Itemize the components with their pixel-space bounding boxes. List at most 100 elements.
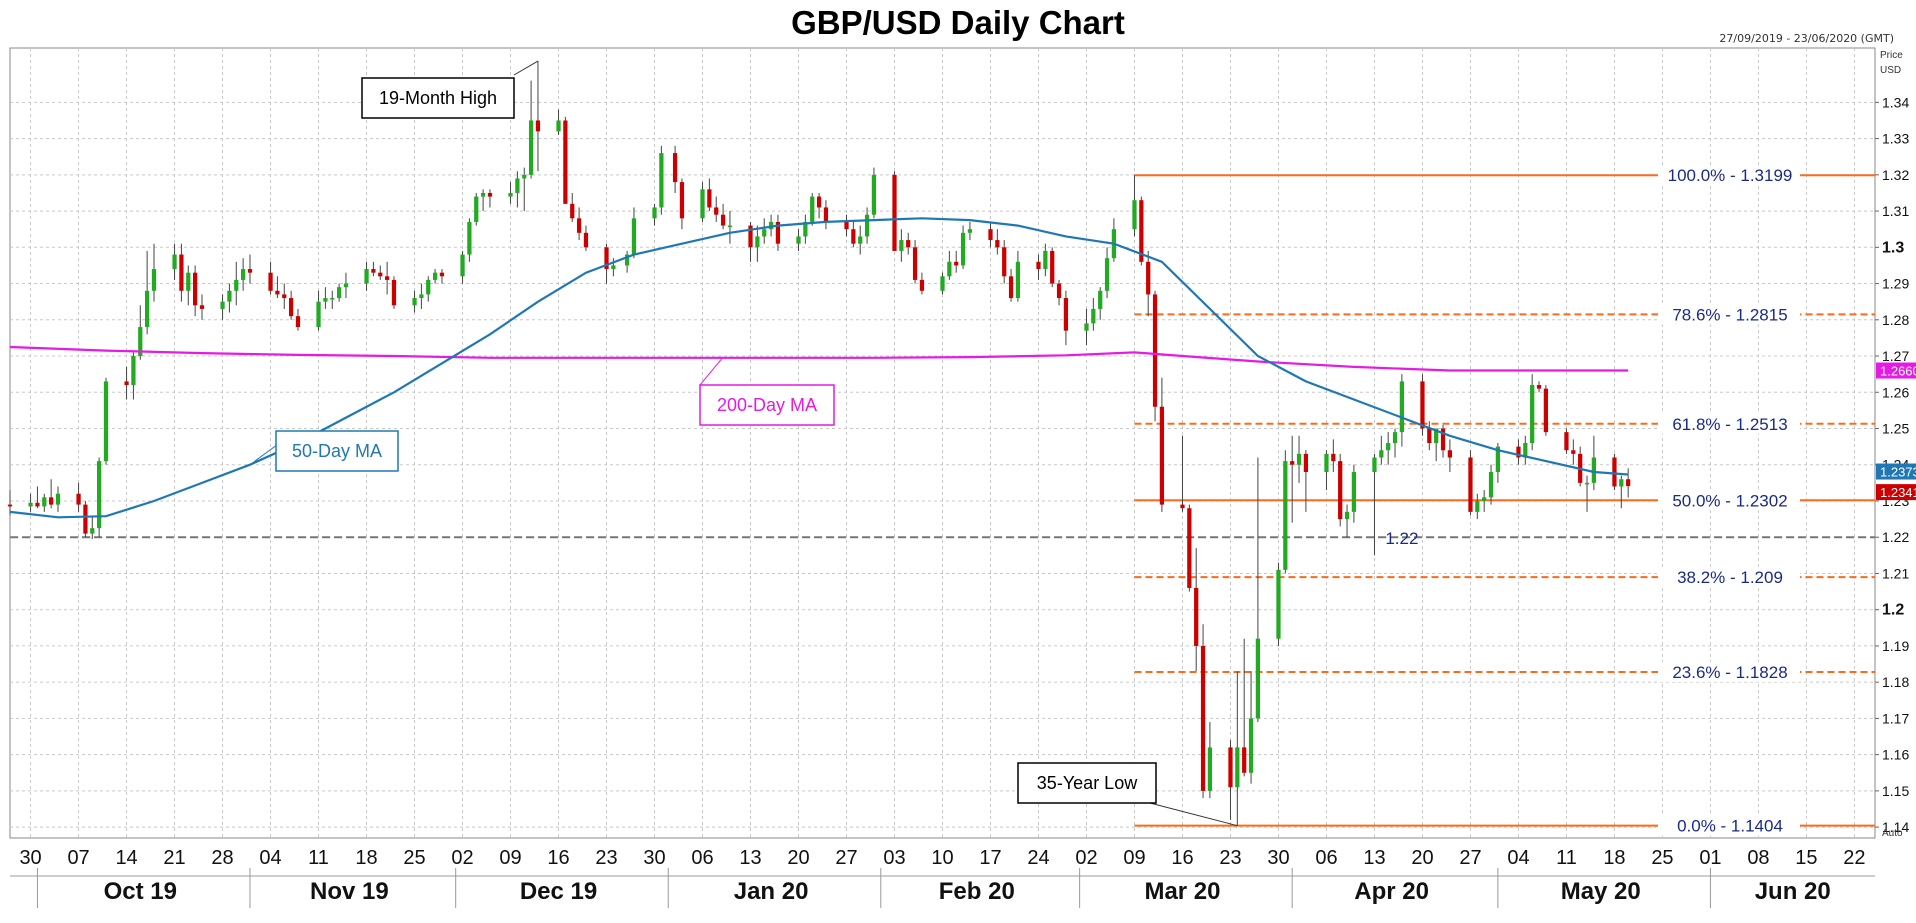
x-tick-label: 15 [1795, 847, 1817, 869]
candle-body [83, 504, 88, 534]
fib-level-label: 38.2% - 1.209 [1677, 568, 1783, 587]
candle-body [522, 174, 527, 179]
x-tick-label: 13 [739, 847, 761, 869]
candle-body [1495, 446, 1501, 472]
price-tag [1876, 484, 1916, 501]
candle-body [419, 294, 424, 299]
annotation-35-year-low-box [1017, 762, 1157, 804]
candle-body [316, 301, 321, 328]
candle-body [995, 240, 1000, 248]
x-tick-label: 10 [931, 847, 953, 869]
y-tick-label: 1.2 [1882, 602, 1904, 619]
x-tick-label: 13 [1363, 847, 1385, 869]
candle-body [1235, 747, 1240, 788]
candle-body [1468, 457, 1473, 512]
candle-body [762, 229, 767, 237]
x-tick-label: 23 [1219, 847, 1241, 869]
x-tick-label: 22 [1843, 847, 1865, 869]
fib-label-bg [1658, 413, 1800, 434]
x-tick-label: 03 [883, 847, 905, 869]
candle-body [1351, 471, 1357, 512]
candle-body [892, 174, 897, 251]
candle-body [611, 265, 616, 270]
candle-body [1447, 450, 1453, 458]
candle-body [1344, 511, 1350, 520]
y-tick-label: 1.3 [1882, 239, 1904, 256]
price-tag-label: 1.2341 [1880, 485, 1916, 500]
candle-body [803, 221, 808, 237]
candle-body [288, 298, 294, 317]
candle-body [234, 279, 239, 291]
candle-body [151, 269, 157, 291]
candle-body [343, 283, 349, 288]
candle-body [1063, 298, 1069, 331]
candle-body [460, 254, 465, 277]
candle-body [172, 254, 177, 270]
candle-body [652, 207, 657, 219]
y-tick-label: 1.32 [1882, 167, 1909, 183]
candle-body [1338, 461, 1343, 520]
candle-body [275, 290, 280, 295]
candle-body [1488, 471, 1494, 498]
y-tick-label: 1.19 [1882, 638, 1909, 654]
candle-body [912, 247, 918, 280]
candle-body [796, 236, 801, 244]
y-tick-label: 1.16 [1882, 747, 1909, 763]
candle-body [919, 279, 925, 291]
y-tick-label: 1.28 [1882, 312, 1909, 328]
candle-body [515, 178, 520, 193]
candle-body [508, 192, 513, 197]
candle-body [371, 269, 376, 273]
candle-body [97, 461, 102, 529]
candle-body [1434, 428, 1439, 443]
candle-body [624, 254, 630, 266]
x-tick-label: 08 [1747, 847, 1769, 869]
candle-body [1159, 406, 1165, 505]
x-tick-label: 23 [595, 847, 617, 869]
x-tick-label: 27 [1459, 847, 1481, 869]
candle-body [186, 272, 191, 291]
y-tick-label: 1.15 [1882, 783, 1909, 799]
candle-body [988, 229, 993, 241]
candle-body [1564, 432, 1569, 451]
fib-label-bg [1658, 662, 1800, 683]
price-tag [1876, 362, 1916, 379]
support-line-label: 1.22 [1385, 529, 1418, 548]
candle-body [1084, 323, 1089, 331]
month-label: Mar 20 [1144, 878, 1220, 905]
y-tick-label: 1.25 [1882, 421, 1909, 437]
candle-body [1324, 453, 1329, 472]
candle-body [947, 261, 952, 277]
candle-body [1530, 385, 1535, 443]
y-tick-label: 1.21 [1882, 565, 1909, 581]
annotation-19-month-high-leader [513, 60, 539, 76]
candle-body [323, 298, 328, 302]
candle-body [1626, 479, 1631, 487]
x-tick-label: 20 [1411, 847, 1433, 869]
candle-body [412, 298, 417, 306]
candle-body [1386, 443, 1391, 451]
candle-body [810, 196, 815, 222]
candle-body [1290, 461, 1295, 465]
candle-body [583, 232, 589, 248]
candle-body [871, 174, 877, 215]
x-tick-label: 04 [259, 847, 281, 869]
fib-level-label: 100.0% - 1.3199 [1668, 166, 1793, 185]
candle-body [1036, 261, 1041, 270]
candle-body [707, 189, 712, 208]
x-tick-label: 25 [403, 847, 425, 869]
candle-body [1098, 290, 1103, 309]
candle-body [42, 497, 47, 507]
candle-body [775, 221, 781, 244]
y-tick-label: 1.22 [1882, 529, 1909, 545]
candle-body [604, 247, 609, 270]
candle-body [631, 218, 637, 255]
candle-body [858, 236, 863, 244]
x-tick-label: 30 [19, 847, 41, 869]
x-tick-label: 06 [1315, 847, 1337, 869]
candle-body [714, 207, 719, 215]
candle-body [364, 269, 369, 284]
candle-body [1015, 261, 1021, 299]
candle-body [1104, 258, 1110, 291]
candle-body [1207, 747, 1213, 791]
